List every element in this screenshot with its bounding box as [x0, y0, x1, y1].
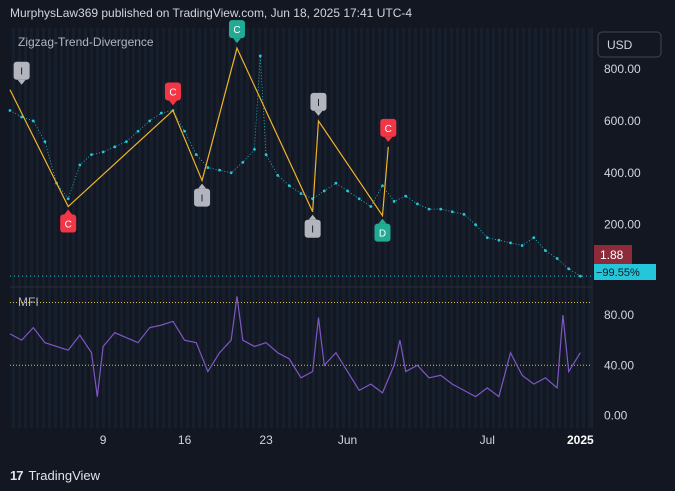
marker-pointer — [168, 100, 177, 106]
price-point — [90, 153, 93, 157]
price-point — [218, 168, 221, 172]
marker-pointer — [378, 218, 387, 224]
time-tick-label: 2025 — [567, 433, 594, 447]
tradingview-logo-icon: 17 — [10, 468, 24, 483]
marker-label: C — [385, 124, 392, 135]
marker-box — [380, 118, 397, 137]
price-point — [159, 111, 163, 115]
divergence-marker[interactable]: I — [304, 214, 321, 238]
price-point — [555, 257, 559, 260]
marker-box — [310, 92, 327, 111]
publisher-header: MurphysLaw369 published on TradingView.c… — [10, 6, 413, 20]
marker-box — [164, 82, 181, 101]
marker-pointer — [314, 110, 323, 116]
time-tick-label: 23 — [259, 433, 273, 447]
divergence-marker[interactable]: I — [13, 61, 30, 85]
price-change: −99.55% — [596, 267, 640, 279]
price-point — [264, 153, 268, 157]
divergence-marker[interactable]: I — [310, 92, 327, 116]
currency-button[interactable]: USD — [597, 31, 662, 58]
marker-label: C — [169, 87, 176, 98]
marker-label: I — [20, 67, 23, 78]
divergence-marker[interactable]: C — [164, 82, 181, 106]
marker-box — [13, 61, 30, 80]
marker-box — [194, 188, 211, 207]
price-point — [125, 140, 128, 144]
marker-label: I — [317, 98, 320, 109]
marker-box — [60, 214, 77, 233]
price-tick-label: 400.00 — [604, 166, 641, 180]
price-point — [101, 150, 105, 154]
price-point — [532, 236, 536, 240]
mfi-label: MFI — [18, 295, 39, 309]
mfi-tick-label: 80.00 — [604, 308, 634, 322]
price-point — [258, 54, 262, 58]
marker-label: I — [201, 194, 204, 205]
price-point — [334, 181, 338, 185]
time-tick-label: 9 — [100, 433, 107, 447]
footer-logo[interactable]: 17 TradingView — [10, 468, 100, 483]
price-tick-label: 800.00 — [604, 62, 641, 76]
tradingview-text: TradingView — [28, 468, 101, 483]
indicator-label: Zigzag-Trend-Divergence — [18, 35, 154, 49]
marker-pointer — [198, 183, 207, 189]
price-tick-label: 200.00 — [604, 218, 641, 232]
chart-background — [10, 28, 592, 428]
last-price-value: 1.88 — [600, 248, 624, 262]
marker-label: C — [65, 220, 72, 231]
marker-box — [228, 20, 245, 39]
time-tick-label: Jul — [480, 433, 495, 447]
currency-label: USD — [607, 38, 633, 52]
price-point — [276, 173, 280, 177]
marker-box — [304, 219, 321, 238]
zigzag-line — [9, 46, 389, 218]
marker-pointer — [232, 38, 241, 44]
marker-pointer — [17, 79, 26, 85]
price-point — [369, 205, 373, 208]
price-point — [183, 129, 187, 133]
price-point — [31, 119, 35, 123]
mfi-tick-label: 0.00 — [604, 408, 628, 422]
time-tick-label: 16 — [178, 433, 192, 447]
divergence-marker[interactable]: D — [374, 218, 391, 242]
price-point — [450, 210, 454, 214]
marker-label: I — [311, 225, 314, 236]
time-tick-label: Jun — [338, 433, 357, 447]
last-price-badge: 1.88 −99.55% — [594, 245, 656, 280]
divergence-marker[interactable]: C — [228, 20, 245, 44]
marker-pointer — [384, 136, 393, 142]
price-point — [113, 145, 117, 149]
price-tick-label: 600.00 — [604, 114, 641, 128]
price-point — [253, 148, 256, 151]
price-point — [206, 166, 210, 169]
price-point — [439, 207, 443, 211]
divergence-marker[interactable]: I — [194, 183, 211, 207]
price-point — [229, 171, 233, 175]
marker-label: C — [233, 25, 240, 36]
marker-label: D — [379, 229, 386, 240]
divergence-marker[interactable]: C — [380, 118, 397, 142]
divergence-marker[interactable]: C — [60, 209, 77, 233]
marker-box — [374, 223, 391, 242]
mfi-tick-label: 40.00 — [604, 358, 634, 372]
mfi-series-line — [9, 296, 581, 398]
marker-pointer — [308, 214, 317, 220]
marker-pointer — [64, 209, 73, 215]
